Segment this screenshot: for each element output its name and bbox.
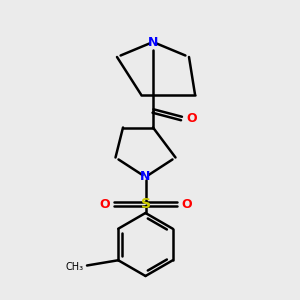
Text: N: N xyxy=(140,170,151,184)
Text: CH₃: CH₃ xyxy=(66,262,84,272)
Text: O: O xyxy=(99,197,110,211)
Text: N: N xyxy=(148,35,158,49)
Text: O: O xyxy=(186,112,196,125)
Text: S: S xyxy=(140,197,151,211)
Text: O: O xyxy=(182,197,192,211)
